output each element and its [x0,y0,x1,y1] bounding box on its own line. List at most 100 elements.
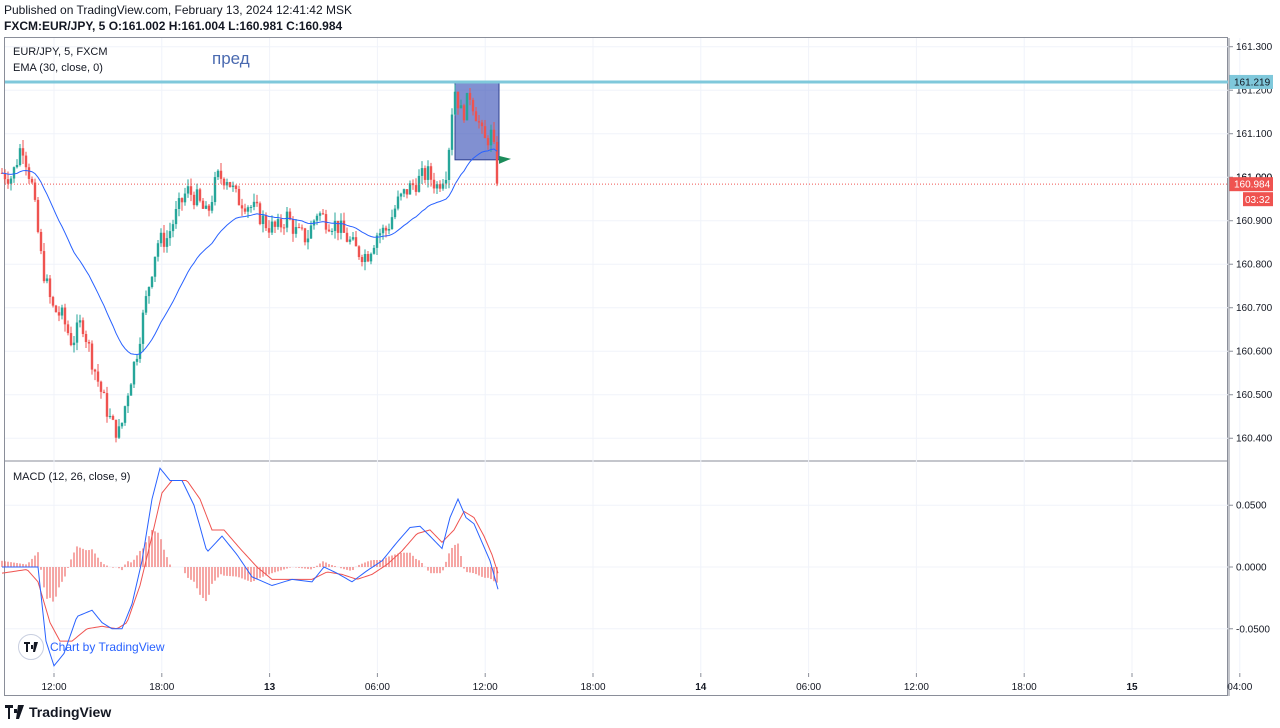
candle [399,192,403,201]
candle [171,219,175,238]
candle-body [42,251,46,282]
candle [198,187,202,203]
candle [441,178,445,191]
candle-body [414,185,418,192]
candle [351,231,355,241]
candle [261,210,265,233]
candle [495,136,499,187]
candle [459,99,463,109]
candle [234,184,238,193]
countdown-label-bg [1243,192,1273,207]
candle-body [291,219,295,234]
candle-body [27,167,31,179]
candle [465,92,469,121]
candle-body [288,211,292,220]
annotation-text[interactable]: пред [212,49,250,68]
candle-body [15,165,19,168]
candle-body [177,198,181,210]
candle-body [306,238,310,243]
candle [327,224,331,233]
symbol-text: FXCM:EUR/JPY, 5 [4,19,106,33]
footer-brand: TradingView [29,704,112,720]
candle-body [285,211,289,228]
candle [204,201,208,210]
candle [444,171,448,189]
candle [48,274,52,304]
candle-body [453,91,457,115]
candle [468,88,472,106]
candle-body [54,305,58,313]
x-tick-label: 18:00 [1012,682,1037,693]
candle [447,147,451,189]
candle-body [99,381,103,392]
candle-body [264,215,268,229]
candle-body [138,343,142,359]
candle [426,160,430,188]
candle [192,191,196,210]
x-tick-label: 12:00 [473,682,498,693]
candle-body [267,228,271,233]
candle-body [159,232,163,244]
candle-body [396,196,400,209]
candle [438,180,442,193]
y-tick-label: 160.500 [1236,390,1273,401]
candle-body [384,227,388,231]
candle [66,320,70,336]
candle [333,212,337,239]
countdown-label: 03:32 [1245,195,1270,206]
candle-body [240,205,244,209]
candle [24,151,28,176]
tradingview-attribution[interactable]: Chart by TradingView [18,634,165,660]
candle-body [195,189,199,206]
candle-body [153,256,157,277]
tradingview-footer-logo[interactable]: TradingView [5,704,111,720]
candle [345,227,349,243]
candle-body [198,189,202,201]
y-tick-label: 161.300 [1236,42,1273,53]
candle-body [252,201,256,207]
candle [228,181,232,188]
candle-body [351,237,355,240]
candle-body [78,320,82,323]
candle [240,198,244,216]
candle [474,107,478,122]
candle [276,213,280,230]
candle-body [81,320,85,335]
candle-body [216,170,220,178]
candle [177,192,181,217]
candle [279,214,283,233]
candle-body [330,230,334,232]
candle [387,223,391,235]
candle-body [207,205,211,211]
candle-body [24,155,28,168]
candle [117,418,121,440]
candle-body [495,141,499,184]
candle [423,165,427,184]
candle-body [381,227,385,234]
candle [78,314,82,328]
y-tick-label: 160.800 [1236,260,1273,271]
candle [393,204,397,220]
candle [492,121,496,144]
candle-body [405,189,409,195]
candle [477,115,481,129]
candle [417,169,421,193]
x-tick-label: 18:00 [580,682,605,693]
y-tick-label: 161.100 [1236,129,1273,140]
candle-body [171,224,175,232]
x-tick-label: 14 [695,682,707,693]
candle [255,194,259,207]
candle-body [30,178,34,183]
candle-body [258,203,262,225]
candle-body [201,200,205,209]
candle [138,337,142,363]
candle-body [369,253,373,262]
candle [375,232,379,255]
candle [372,245,376,255]
candle [45,274,49,284]
candle-body [294,227,298,234]
candle-body [6,179,10,184]
candle [126,393,130,414]
candle-body [492,129,496,142]
